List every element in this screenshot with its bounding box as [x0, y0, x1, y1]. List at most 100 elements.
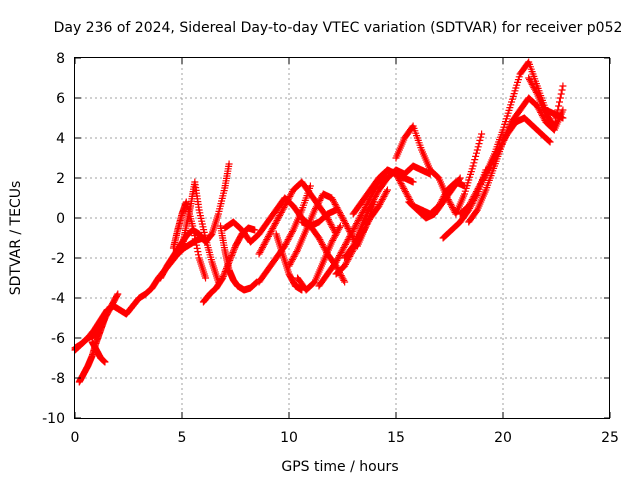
data-point	[265, 231, 273, 239]
data-point	[280, 204, 288, 212]
x-tick-label: 25	[601, 430, 619, 446]
data-point	[550, 122, 558, 130]
data-point	[484, 165, 492, 173]
data-point	[400, 184, 408, 192]
data-point	[341, 220, 349, 228]
data-point	[318, 240, 326, 248]
data-point	[312, 204, 320, 212]
data-point	[314, 200, 322, 208]
data-point	[189, 222, 197, 230]
data-point	[333, 256, 341, 264]
data-point	[472, 149, 480, 157]
data-point	[330, 235, 338, 243]
data-point	[191, 232, 199, 240]
data-point	[447, 200, 455, 208]
data-point	[331, 232, 339, 240]
data-point	[256, 248, 264, 256]
data-point	[456, 174, 464, 182]
data-point	[335, 225, 343, 233]
data-point	[219, 272, 227, 280]
data-point	[482, 170, 490, 178]
data-point	[383, 186, 391, 194]
data-point	[486, 162, 494, 170]
data-series	[71, 314, 109, 354]
data-point	[380, 192, 388, 200]
data-point	[466, 199, 474, 207]
data-point	[496, 144, 504, 152]
data-point	[259, 242, 267, 250]
data-point	[476, 136, 484, 144]
data-point	[255, 250, 263, 258]
data-point	[379, 194, 387, 202]
data-point	[334, 227, 342, 235]
data-point	[225, 160, 233, 168]
data-point	[383, 188, 391, 196]
data-point	[530, 84, 538, 92]
data-point	[227, 253, 235, 261]
data-point	[286, 260, 294, 268]
data-series	[341, 162, 434, 262]
data-point	[477, 133, 485, 141]
data-point	[261, 239, 269, 247]
data-point	[230, 245, 238, 253]
data-point	[219, 274, 227, 282]
data-point	[306, 182, 314, 190]
data-point	[257, 247, 265, 255]
data-point	[292, 249, 300, 257]
data-point	[228, 250, 236, 258]
y-tick-label: -4	[51, 291, 65, 307]
data-point	[474, 184, 482, 192]
data-point	[359, 207, 367, 215]
data-point	[315, 198, 323, 206]
data-point	[341, 260, 349, 268]
data-point	[340, 244, 348, 252]
data-series	[426, 130, 486, 218]
data-point	[336, 222, 344, 230]
data-point	[526, 77, 534, 85]
data-point	[478, 176, 486, 184]
data-point	[349, 226, 357, 234]
data-point	[345, 234, 353, 242]
data-point	[331, 200, 339, 208]
data-series	[349, 166, 468, 218]
data-point	[348, 243, 356, 251]
data-point	[532, 88, 540, 96]
data-point	[333, 228, 341, 236]
data-point	[273, 216, 281, 224]
data-point	[368, 199, 376, 207]
data-point	[341, 240, 349, 248]
data-point	[395, 175, 403, 183]
data-point	[343, 223, 351, 231]
data-point	[282, 199, 290, 207]
data-point	[494, 148, 502, 156]
data-point	[551, 118, 559, 126]
data-point	[189, 225, 197, 233]
chart-title: Day 236 of 2024, Sidereal Day-to-day VTE…	[54, 20, 623, 36]
data-point	[289, 254, 297, 262]
data-point	[285, 194, 293, 202]
data-point	[316, 196, 324, 204]
data-point	[101, 358, 109, 366]
data-point	[472, 207, 480, 215]
data-point	[527, 79, 535, 87]
data-series	[439, 166, 490, 242]
data-point	[433, 172, 441, 180]
data-point	[473, 146, 481, 154]
data-point	[258, 245, 266, 253]
data-point	[329, 224, 337, 232]
data-point	[283, 237, 291, 245]
data-point	[402, 189, 410, 197]
data-point	[367, 200, 375, 208]
data-point	[469, 194, 477, 202]
data-point	[481, 172, 489, 180]
data-point	[317, 237, 325, 245]
data-point	[324, 216, 332, 224]
data-point	[330, 233, 338, 241]
data-point	[485, 164, 493, 172]
data-point	[336, 252, 344, 260]
data-point	[266, 229, 274, 237]
data-point	[472, 189, 480, 197]
data-point	[290, 252, 298, 260]
data-point	[401, 188, 409, 196]
